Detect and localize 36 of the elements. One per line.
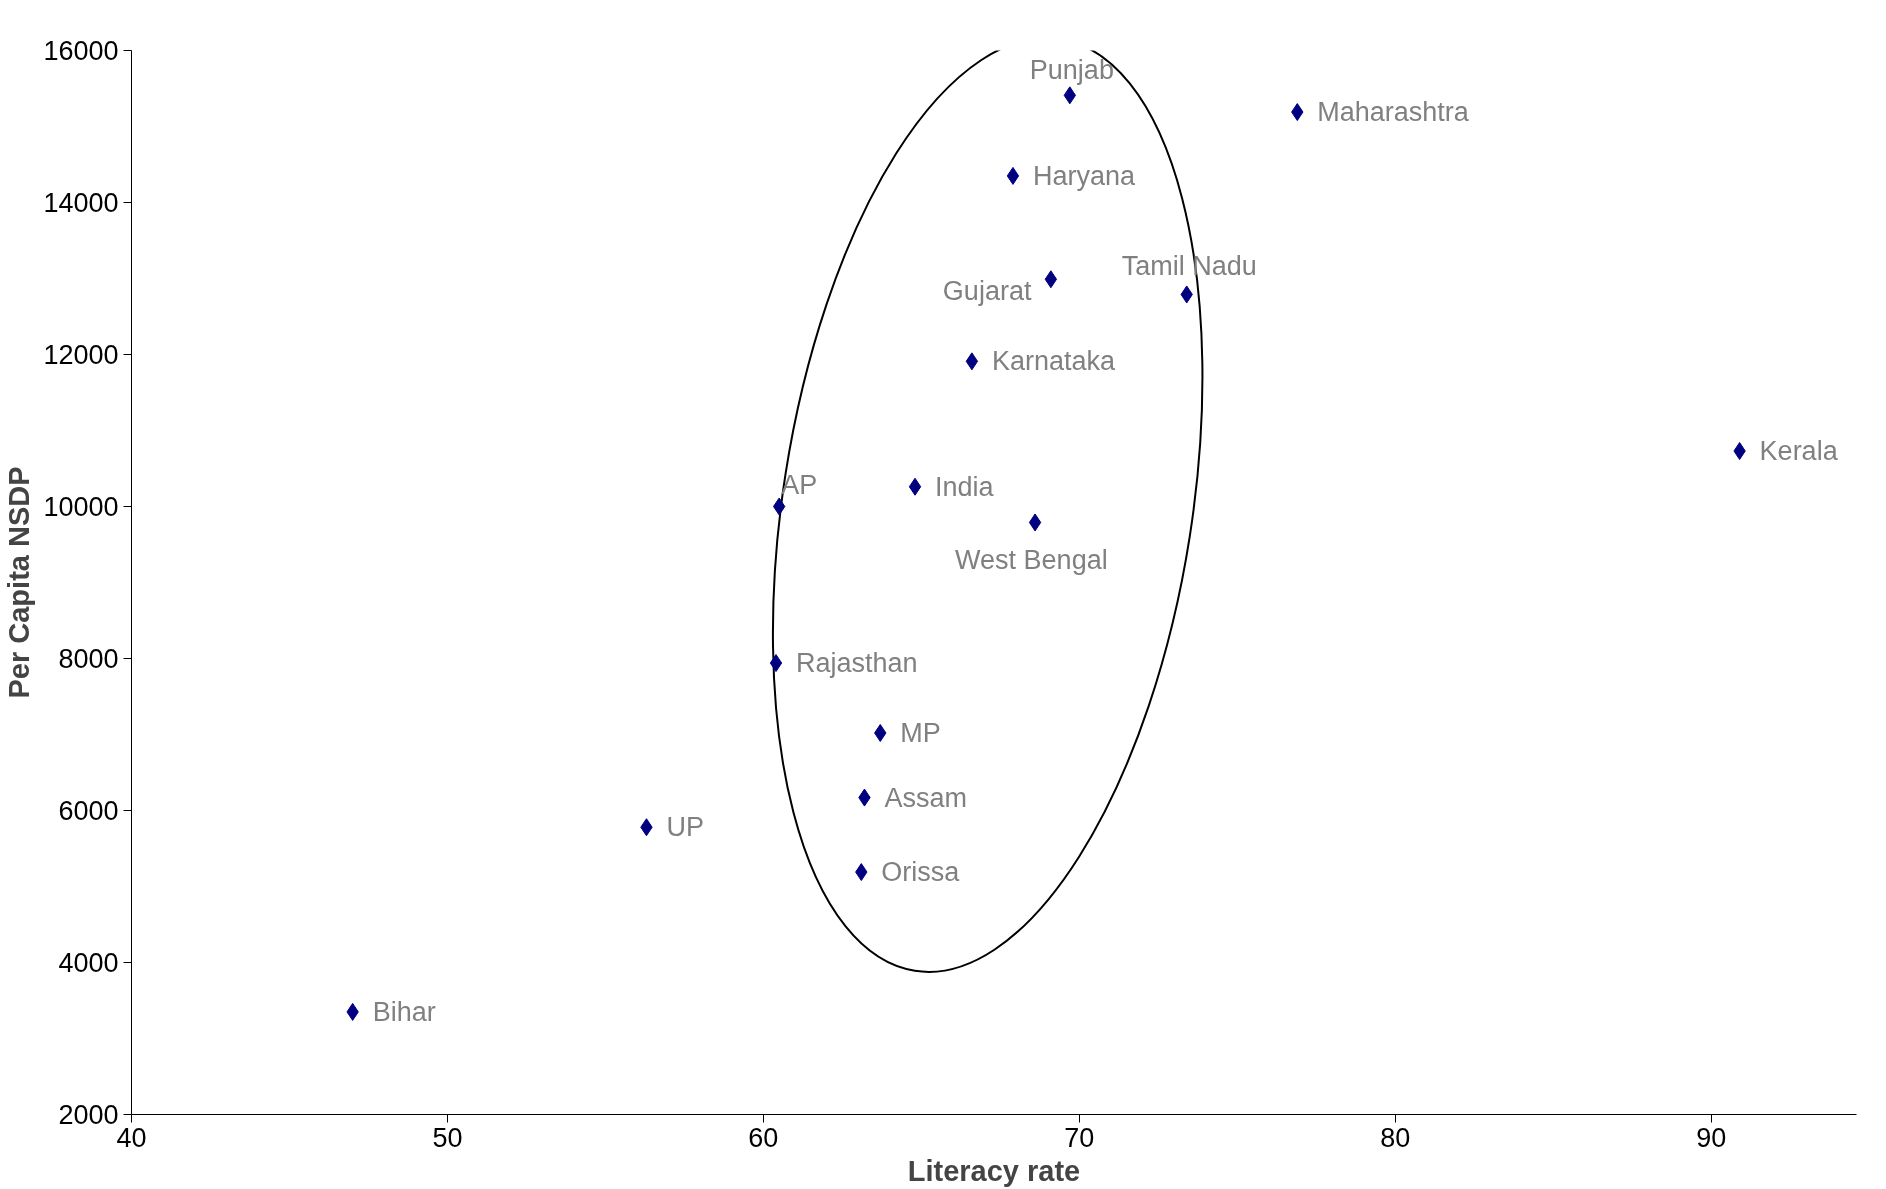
annotation: India [935, 471, 995, 502]
annotation: Rajasthan [796, 648, 918, 679]
x-tick-label: 50 [432, 1122, 463, 1153]
x-tick-label: 90 [1696, 1122, 1727, 1153]
x-tick-label: 60 [748, 1122, 779, 1153]
point [965, 352, 979, 371]
y-tick-label: 10000 [43, 492, 119, 522]
point [908, 477, 922, 496]
x-tick-label: 80 [1380, 1122, 1411, 1153]
point [1028, 513, 1042, 532]
annotation: Orissa [881, 857, 961, 888]
y-tick-label: 16000 [43, 36, 119, 66]
x-tick-label: 40 [116, 1122, 147, 1153]
x-axis-title: Literacy rate [907, 1154, 1081, 1187]
y-tick-label: 14000 [43, 188, 119, 218]
y-tick-label: 8000 [58, 644, 119, 674]
annotation: Punjab [1029, 55, 1114, 86]
point [769, 654, 783, 673]
annotation: Karnataka [991, 346, 1116, 377]
point [1006, 166, 1020, 185]
annotation: UP [666, 812, 704, 843]
annotation: Gujarat [942, 276, 1032, 307]
annotation: Kerala [1759, 436, 1839, 467]
annotation: Bihar [372, 996, 436, 1027]
point [1044, 270, 1058, 289]
annotation: Haryana [1032, 160, 1136, 191]
annotation: MP [900, 717, 941, 748]
y-tick-label: 6000 [58, 796, 119, 826]
annotation: West Bengal [955, 545, 1108, 576]
y-tick-label: 12000 [43, 340, 119, 370]
y-axis-title: Per Capita NSDP [3, 466, 36, 699]
y-tick-label: 4000 [58, 948, 119, 978]
x-tick-label: 70 [1064, 1122, 1095, 1153]
annotation: Maharashtra [1317, 97, 1470, 128]
y-tick-label: 2000 [58, 1100, 119, 1130]
annotation: Assam [884, 782, 967, 813]
